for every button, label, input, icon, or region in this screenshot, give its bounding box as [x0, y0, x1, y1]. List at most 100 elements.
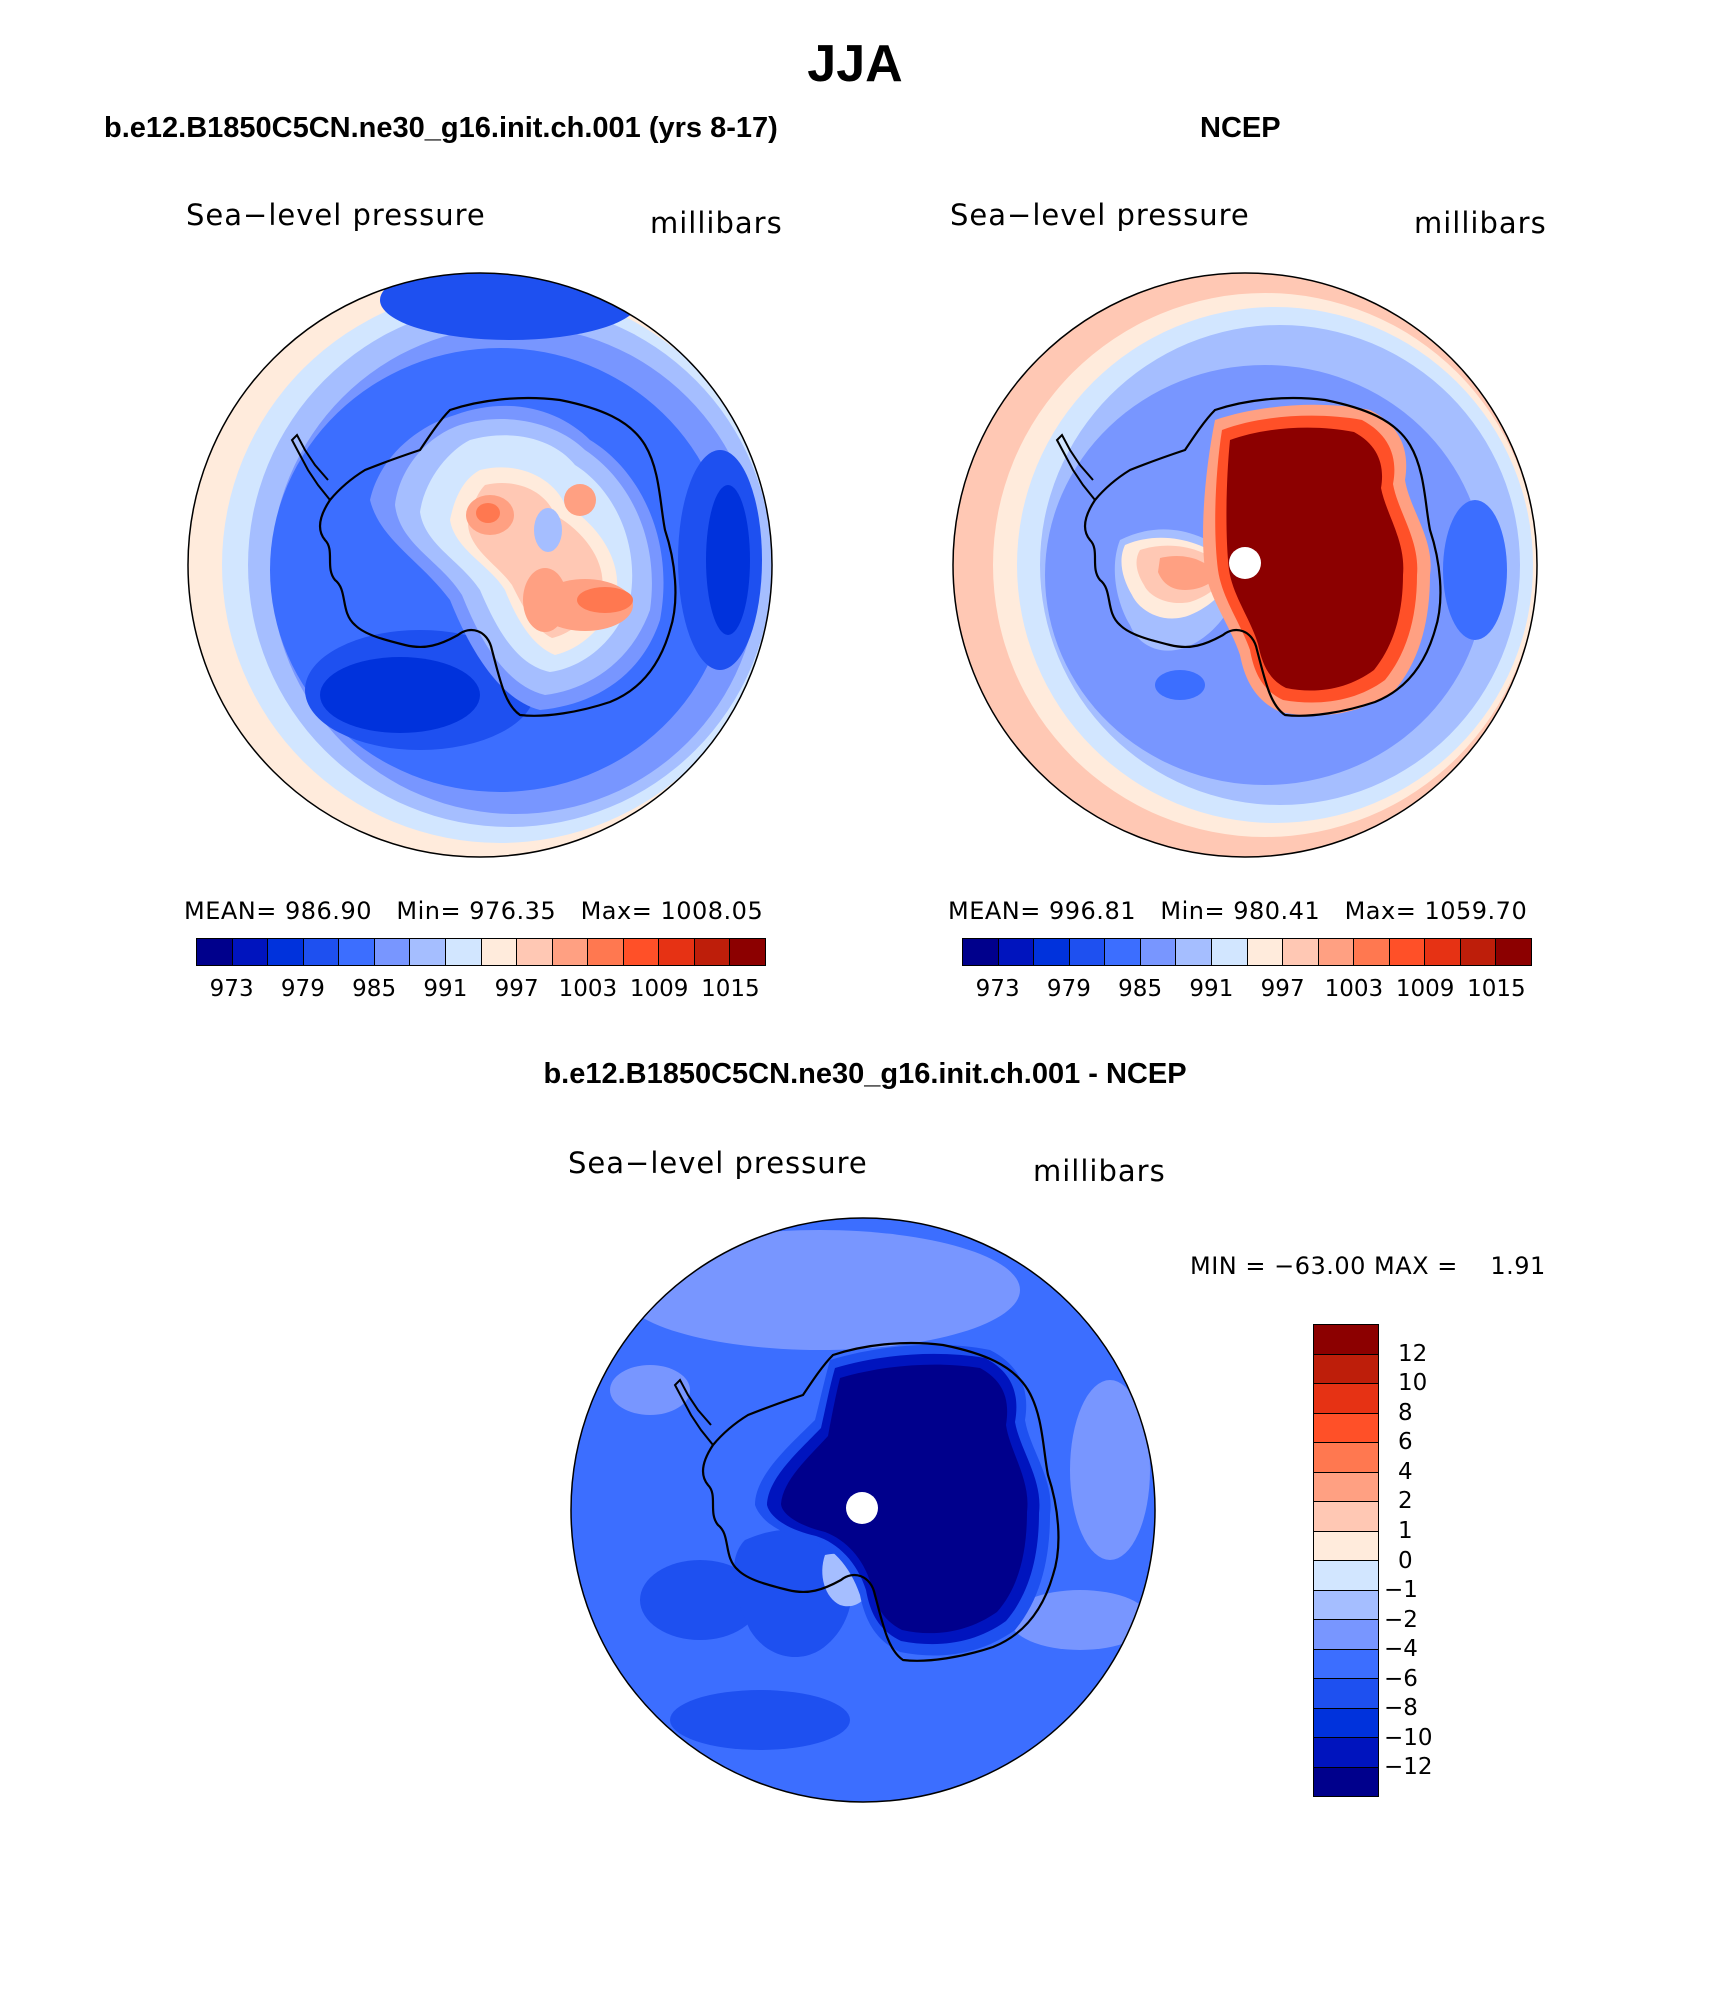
colorbar-tick-label: −8 — [1384, 1695, 1418, 1722]
colorbar-tick-label: 973 — [209, 976, 254, 1002]
colorbar-swatch — [1211, 939, 1248, 965]
colorbar-tick-label: 4 — [1398, 1458, 1413, 1485]
colorbar-swatch — [730, 939, 765, 965]
colorbar-swatch — [659, 939, 695, 965]
colorbar-tick-label: 991 — [423, 976, 468, 1002]
colorbar-swatch — [339, 939, 375, 965]
colorbar-swatch — [1314, 1708, 1378, 1738]
colorbar-swatch — [1314, 1679, 1378, 1709]
variable-label-ncep: Sea−level pressure — [950, 198, 1250, 232]
colorbar-swatch — [963, 939, 999, 965]
colorbar-tick-label: 1 — [1398, 1517, 1413, 1544]
colorbar-swatch — [1069, 939, 1106, 965]
colorbar-swatch — [1314, 1620, 1378, 1650]
colorbar-tick-label: 979 — [280, 976, 325, 1002]
colorbar-swatch — [303, 939, 340, 965]
colorbar-tick-label: 1009 — [1395, 976, 1455, 1002]
colorbar-swatch — [1314, 1354, 1378, 1384]
colorbar-swatch — [268, 939, 304, 965]
colorbar-swatch — [1314, 1738, 1378, 1768]
colorbar-swatch — [588, 939, 624, 965]
variable-label-model: Sea−level pressure — [186, 198, 486, 232]
colorbar-swatch — [1314, 1443, 1378, 1473]
colorbar-swatch — [445, 939, 482, 965]
colorbar-swatch — [197, 939, 233, 965]
colorbar-swatch — [1314, 1590, 1378, 1620]
stats-ncep: MEAN= 996.81 Min= 980.41 Max= 1059.70 — [948, 897, 1528, 925]
colorbar-tick-label: 0 — [1398, 1547, 1413, 1574]
colorbar-swatch — [1460, 939, 1497, 965]
colorbar-swatch — [1314, 1767, 1378, 1796]
colorbar-swatch — [1314, 1502, 1378, 1532]
colorbar-tick-label: 1015 — [701, 976, 760, 1002]
colorbar-tick-label: 979 — [1046, 976, 1091, 1002]
minmax-difference: MIN = −63.00 MAX = 1.91 — [1190, 1252, 1546, 1280]
colorbar-tick-label: −6 — [1384, 1665, 1418, 1692]
colorbar-tick-label: 973 — [975, 976, 1020, 1002]
colorbar-ticks-model: 973 979 985 991 997 1003 1009 1015 — [196, 976, 766, 1006]
units-label-ncep: millibars — [1414, 206, 1547, 240]
colorbar-tick-label: 1003 — [1324, 976, 1384, 1002]
colorbar-swatch — [1314, 1384, 1378, 1414]
colorbar-swatch — [1496, 939, 1531, 965]
colorbar-swatch — [481, 939, 518, 965]
colorbar-tick-label: 6 — [1398, 1429, 1413, 1456]
colorbar-tick-label: 2 — [1398, 1488, 1413, 1515]
colorbar-tick-label: 997 — [494, 976, 539, 1002]
colorbar-swatch — [1034, 939, 1070, 965]
colorbar-swatch — [623, 939, 660, 965]
colorbar-difference — [1313, 1324, 1379, 1797]
panel-title-difference: b.e12.B1850C5CN.ne30_g16.init.ch.001 - N… — [543, 1058, 1187, 1090]
colorbar-tick-label: −1 — [1384, 1577, 1418, 1604]
units-label-model: millibars — [650, 206, 783, 240]
colorbar-tick-label: −10 — [1384, 1724, 1433, 1751]
colorbar-tick-label: −12 — [1384, 1754, 1433, 1781]
colorbar-swatch — [1140, 939, 1177, 965]
colorbar-tick-label: −2 — [1384, 1606, 1418, 1633]
colorbar-tick-label: 10 — [1398, 1370, 1428, 1397]
panel-title-model: b.e12.B1850C5CN.ne30_g16.init.ch.001 (yr… — [104, 112, 778, 144]
colorbar-swatch — [1389, 939, 1426, 965]
colorbar-swatch — [1314, 1531, 1378, 1561]
colorbar-ncep — [962, 938, 1532, 966]
colorbar-tick-label: 8 — [1398, 1399, 1413, 1426]
colorbar-swatch — [1354, 939, 1390, 965]
colorbar-tick-label: 1015 — [1467, 976, 1526, 1002]
colorbar-ticks-ncep: 973 979 985 991 997 1003 1009 1015 — [962, 976, 1532, 1006]
colorbar-swatch — [694, 939, 731, 965]
colorbar-ticks-difference: 12 10 8 6 4 2 1 0 −1 −2 −4 −6 −8 −10 −12 — [1384, 1324, 1490, 1797]
figure-title: JJA — [807, 35, 903, 93]
colorbar-swatch — [998, 939, 1035, 965]
colorbar-swatch — [1283, 939, 1319, 965]
stats-model: MEAN= 986.90 Min= 976.35 Max= 1008.05 — [184, 897, 764, 925]
colorbar-swatch — [1314, 1649, 1378, 1679]
colorbar-swatch — [517, 939, 553, 965]
colorbar-swatch — [1314, 1413, 1378, 1443]
colorbar-swatch — [1105, 939, 1141, 965]
colorbar-swatch — [1314, 1325, 1378, 1355]
colorbar-swatch — [1314, 1561, 1378, 1591]
colorbar-tick-label: 997 — [1260, 976, 1305, 1002]
colorbar-tick-label: 985 — [352, 976, 397, 1002]
colorbar-tick-label: 1003 — [558, 976, 618, 1002]
colorbar-swatch — [1314, 1472, 1378, 1502]
colorbar-swatch — [1247, 939, 1284, 965]
colorbar-swatch — [232, 939, 269, 965]
colorbar-tick-label: 991 — [1189, 976, 1234, 1002]
colorbar-swatch — [552, 939, 589, 965]
colorbar-swatch — [374, 939, 411, 965]
colorbar-swatch — [1176, 939, 1212, 965]
variable-label-difference: Sea−level pressure — [568, 1146, 868, 1180]
colorbar-model — [196, 938, 766, 966]
colorbar-swatch — [1318, 939, 1355, 965]
colorbar-swatch — [410, 939, 446, 965]
colorbar-swatch — [1425, 939, 1461, 965]
colorbar-tick-label: 1009 — [629, 976, 689, 1002]
units-label-difference: millibars — [1033, 1154, 1166, 1188]
colorbar-tick-label: −4 — [1384, 1636, 1418, 1663]
panel-title-ncep: NCEP — [1200, 112, 1281, 144]
colorbar-tick-label: 12 — [1398, 1340, 1428, 1367]
